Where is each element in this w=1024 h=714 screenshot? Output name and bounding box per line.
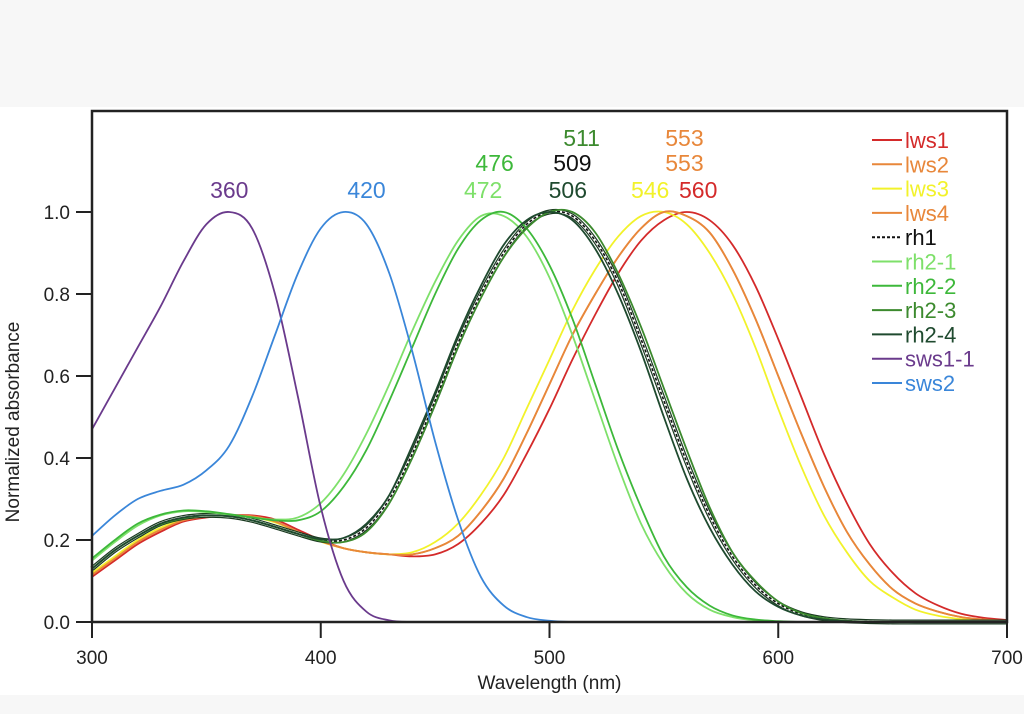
- absorbance-chart: 300 400 500 600 700 0.0 0.2 0.4 0.6 0.8 1.0 Wavel…: [3, 109, 1023, 694]
- legend-label: lws2: [905, 152, 949, 177]
- peak-label-546: 546: [631, 177, 669, 203]
- curves-layer: [90, 208, 1008, 625]
- legend-item-lws1: lws1: [872, 128, 949, 153]
- y-tick-label: 0.6: [44, 367, 70, 388]
- legend-item-rh2-3: rh2-3: [872, 298, 956, 323]
- series-line-lws2: [91, 210, 1008, 622]
- legend-item-lws4: lws4: [872, 201, 949, 226]
- series-line-rh1-gap: [91, 210, 1007, 624]
- peak-label-360: 360: [210, 177, 248, 203]
- peak-label-553: 553: [665, 125, 703, 151]
- legend-label: rh2-1: [905, 250, 956, 275]
- legend-label: lws4: [905, 201, 949, 226]
- peak-label-506: 506: [549, 177, 587, 203]
- series-line-sws2: [91, 211, 1007, 623]
- series-line-lws4: [91, 210, 1008, 622]
- y-tick-label: 0.2: [44, 531, 70, 552]
- legend-label: sws1-1: [905, 347, 975, 372]
- x-tick-label: 400: [305, 648, 337, 669]
- legend-item-sws1-1: sws1-1: [872, 347, 975, 372]
- legend-label: lws1: [905, 128, 949, 153]
- series-line-lws3: [91, 210, 1008, 623]
- y-tick-label: 0.8: [44, 285, 70, 306]
- legend-label: lws3: [905, 177, 949, 202]
- series-line-rh2-4: [91, 211, 1007, 623]
- series-line-rh2-1: [91, 212, 1007, 623]
- x-tick-label: 300: [76, 648, 108, 669]
- y-tick-label: 0.4: [44, 449, 71, 470]
- legend-item-rh2-4: rh2-4: [872, 322, 956, 347]
- legend-item-rh1: rh1: [872, 225, 937, 250]
- series-line-rh1-outline: [90, 208, 1007, 625]
- y-tick-label: 1.0: [44, 203, 70, 224]
- peak-label-511: 511: [563, 125, 600, 151]
- x-axis: 300 400 500 600 700: [76, 622, 1023, 669]
- legend-item-rh2-1: rh2-1: [872, 250, 956, 275]
- chart-canvas: 300 400 500 600 700 0.0 0.2 0.4 0.6 0.8 1.0 Wavel…: [0, 107, 1024, 695]
- x-tick-label: 500: [534, 648, 566, 669]
- series-line-rh2-2: [91, 210, 1007, 623]
- peak-label-472: 472: [464, 177, 502, 203]
- x-tick-label: 600: [762, 648, 794, 669]
- series-line-lws1: [91, 211, 1008, 621]
- peak-label-476: 476: [475, 150, 513, 176]
- legend-label: rh2-3: [905, 298, 956, 323]
- series-line-rh1: [91, 210, 1007, 623]
- series-line-rh2-3: [91, 208, 1007, 623]
- peak-label-560: 560: [679, 177, 717, 203]
- y-tick-label: 0.0: [44, 613, 70, 634]
- peak-label-553: 553: [665, 150, 703, 176]
- legend-item-rh2-2: rh2-2: [872, 274, 956, 299]
- y-axis-title: Normalized absorbance: [3, 322, 24, 523]
- series-line-sws1-1: [91, 211, 1007, 624]
- x-tick-label: 700: [991, 648, 1023, 669]
- legend-item-lws2: lws2: [872, 152, 949, 177]
- legend-label: rh1: [905, 225, 937, 250]
- y-axis: 0.0 0.2 0.4 0.6 0.8 1.0: [44, 203, 92, 634]
- legend: lws1lws2lws3lws4rh1rh2-1rh2-2rh2-3rh2-4s…: [872, 128, 975, 396]
- legend-label: sws2: [905, 371, 955, 396]
- legend-item-lws3: lws3: [872, 177, 949, 202]
- x-axis-title: Wavelength (nm): [478, 673, 622, 694]
- peak-label-509: 509: [553, 150, 591, 176]
- legend-item-sws2: sws2: [872, 371, 955, 396]
- legend-label: rh2-2: [905, 274, 956, 299]
- legend-label: rh2-4: [905, 322, 956, 347]
- peak-label-420: 420: [347, 177, 385, 203]
